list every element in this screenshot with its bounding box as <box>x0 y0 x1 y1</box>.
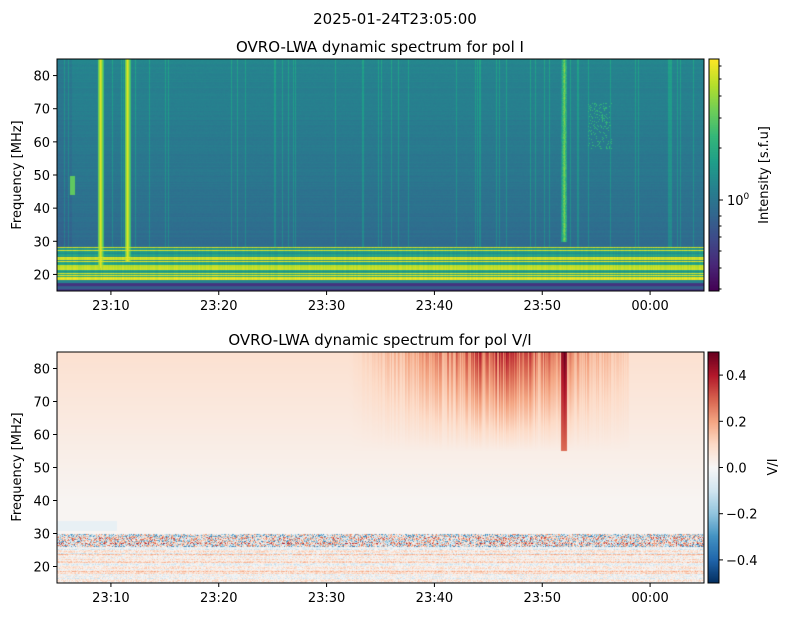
x-tick-label: 23:10 <box>92 299 129 314</box>
x-tick-label: 00:00 <box>631 591 668 606</box>
y-tick-label: 30 <box>33 528 50 543</box>
colorbar-tick-label-1e0: 100 <box>727 192 750 209</box>
colorbar-tick-label: 0.0 <box>726 462 747 477</box>
y-tick-label: 30 <box>33 235 50 250</box>
x-tick-label: 23:40 <box>416 299 453 314</box>
ylabel-top: Frequency [MHz] <box>10 120 25 229</box>
y-tick-label: 50 <box>33 462 50 477</box>
x-tick-label: 23:10 <box>92 591 129 606</box>
x-tick-label: 23:30 <box>308 591 345 606</box>
x-tick-label: 23:20 <box>200 299 237 314</box>
x-tick-label: 23:50 <box>524 299 561 314</box>
axes-frame <box>57 352 704 583</box>
colorbar-tick-label: 0.4 <box>726 369 747 384</box>
y-tick-label: 40 <box>33 495 50 510</box>
x-tick-label: 23:50 <box>524 591 561 606</box>
colorbar-frame <box>708 352 719 583</box>
colorbar-label-vi: V/I <box>766 458 781 475</box>
colorbar-tick-label: −0.4 <box>726 554 758 569</box>
y-tick-label: 20 <box>33 561 50 576</box>
y-tick-label: 70 <box>33 103 50 118</box>
ylabel-bottom: Frequency [MHz] <box>10 412 25 521</box>
title-pol-i: OVRO-LWA dynamic spectrum for pol I <box>236 38 524 56</box>
title-pol-vi: OVRO-LWA dynamic spectrum for pol V/I <box>228 331 531 349</box>
y-tick-label: 60 <box>33 429 50 444</box>
x-tick-label: 23:30 <box>308 299 345 314</box>
y-tick-label: 20 <box>33 268 50 283</box>
colorbar-tick-label: 0.2 <box>726 415 747 430</box>
y-tick-label: 50 <box>33 169 50 184</box>
suptitle: 2025-01-24T23:05:00 <box>313 10 477 28</box>
y-tick-label: 60 <box>33 136 50 151</box>
x-tick-label: 23:20 <box>200 591 237 606</box>
y-tick-label: 80 <box>33 363 50 378</box>
colorbar-frame <box>709 59 719 291</box>
y-tick-label: 80 <box>33 70 50 85</box>
colorbar-tick-label: −0.2 <box>726 508 758 523</box>
colorbar-label-intensity: Intensity [s.f.u] <box>757 126 772 224</box>
axes-frame <box>57 59 704 291</box>
y-tick-label: 40 <box>33 202 50 217</box>
y-tick-label: 70 <box>33 396 50 411</box>
x-tick-label: 00:00 <box>631 299 668 314</box>
x-tick-label: 23:40 <box>416 591 453 606</box>
